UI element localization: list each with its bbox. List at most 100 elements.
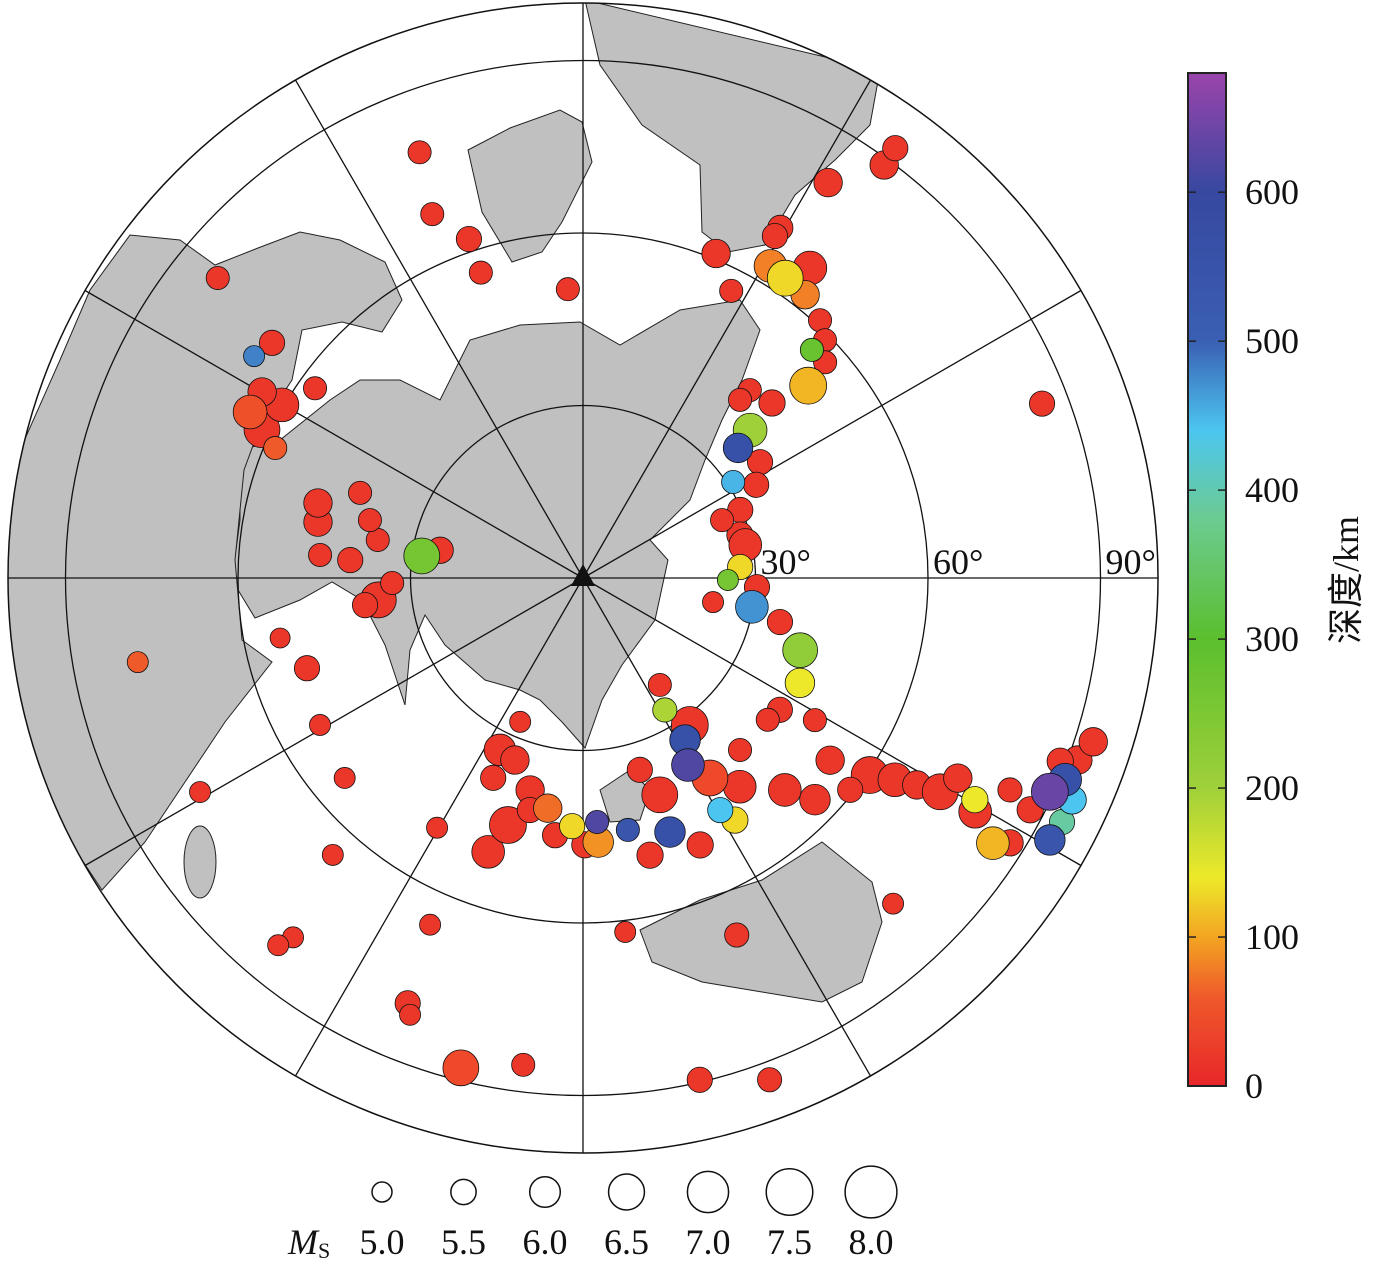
earthquake-event: [357, 508, 382, 533]
earthquake-event: [489, 806, 527, 844]
colorbar-tick-label: 200: [1245, 768, 1299, 808]
earthquake-event: [755, 707, 780, 732]
earthquake-event: [308, 543, 333, 567]
earthquake-event: [126, 651, 149, 674]
earthquake-event: [1078, 727, 1108, 757]
size-legend-circle: [686, 1170, 730, 1214]
distance-ring-label: 60°: [933, 542, 983, 582]
distance-ring-label: 90°: [1106, 542, 1156, 582]
azimuth-spoke: [582, 289, 1082, 579]
earthquake-event: [269, 627, 291, 649]
earthquake-event: [351, 592, 379, 619]
size-legend-value: 8.0: [849, 1222, 894, 1262]
earthquake-event: [348, 480, 373, 505]
earthquake-event: [1034, 824, 1066, 856]
colorbar-tick-label: 300: [1245, 619, 1299, 659]
size-legend-circle: [844, 1165, 898, 1219]
earthquake-event: [789, 366, 828, 405]
colorbar-tick-label: 500: [1245, 321, 1299, 361]
size-legend-circle: [371, 1181, 393, 1203]
azimuth-spoke: [582, 577, 1082, 867]
colorbar-gradient: [1187, 72, 1227, 1087]
size-legend-value: 6.5: [604, 1222, 649, 1262]
earthquake-event: [455, 225, 482, 253]
earthquake-event: [615, 817, 640, 842]
land-north-america: [584, 3, 881, 253]
earthquake-event: [735, 590, 769, 624]
colorbar-tick-label: 600: [1245, 172, 1299, 212]
earthquake-event: [403, 537, 441, 575]
earthquake-event: [500, 745, 530, 775]
earthquake-event: [758, 389, 786, 417]
earthquake-event: [799, 783, 831, 816]
earthquake-event: [722, 432, 754, 464]
earthquake-event: [997, 777, 1023, 803]
earthquake-event: [671, 748, 705, 782]
earthquake-event: [641, 776, 679, 814]
earthquake-event: [961, 786, 989, 814]
earthquake-event: [813, 168, 843, 198]
earthquake-event: [799, 337, 824, 362]
earthquake-event: [707, 797, 734, 824]
earthquake-event: [626, 756, 653, 783]
earthquake-event: [480, 764, 507, 791]
earthquake-event: [309, 714, 331, 736]
earthquake-event: [728, 737, 753, 762]
land-europe-africa: [8, 231, 403, 891]
earthquake-event: [1028, 390, 1056, 417]
earthquake-event: [636, 841, 664, 869]
size-legend-value: 7.0: [686, 1222, 731, 1262]
earthquake-event: [743, 471, 770, 498]
size-legend-circle: [765, 1168, 814, 1216]
earthquake-event: [702, 591, 724, 614]
azimuth-spoke: [294, 79, 584, 579]
earthquake-event: [442, 1049, 480, 1087]
grid: [8, 3, 1158, 1153]
earthquake-event: [652, 697, 678, 723]
earthquake-event: [337, 547, 364, 574]
colorbar-tick-label: 0: [1245, 1066, 1263, 1106]
earthquake-event: [654, 816, 686, 848]
earthquake-event: [716, 569, 739, 591]
earthquake-event: [407, 140, 432, 165]
size-legend-value: 5.0: [360, 1222, 405, 1262]
earthquake-event: [722, 769, 757, 804]
earthquake-event: [205, 266, 230, 290]
earthquake-event: [768, 773, 802, 807]
earthquake-event: [585, 809, 610, 834]
station-triangle-marker: [571, 564, 595, 586]
earthquake-event: [882, 892, 905, 915]
earthquake-event: [802, 708, 827, 733]
earthquake-event: [766, 608, 794, 636]
earthquake-event: [555, 277, 580, 302]
colorbar: 0 100 200 300 400 500 600 深度/km: [1187, 72, 1366, 1106]
size-legend-value: 6.0: [523, 1222, 568, 1262]
colorbar-tick-label: 100: [1245, 917, 1299, 957]
earthquake-event: [303, 376, 328, 401]
earthquake-event: [380, 571, 405, 595]
earthquake-event: [293, 655, 321, 682]
earthquake-event: [399, 1003, 421, 1026]
earthquake-event: [724, 922, 750, 948]
earthquake-event: [808, 308, 833, 333]
azimuth-spoke: [582, 79, 872, 579]
earthquake-event: [837, 776, 864, 803]
earthquake-event: [882, 135, 909, 162]
earthquake-event: [232, 394, 268, 430]
earthquake-event: [782, 632, 818, 669]
land-madagascar: [183, 825, 217, 899]
earthquake-event: [761, 222, 788, 250]
azimuth-spoke: [84, 289, 584, 579]
distance-ring-label: 30°: [761, 542, 811, 582]
earthquake-event: [766, 259, 804, 297]
colorbar-tick-label: 400: [1245, 470, 1299, 510]
events-layer: [126, 135, 1108, 1093]
earthquake-event: [189, 781, 211, 803]
earthquake-event: [511, 1052, 536, 1077]
size-legend-value: 5.5: [441, 1222, 486, 1262]
magnitude-size-legend: MS 5.0 5.5 6.0 6.5 7.0 7.5 8.0: [287, 1165, 898, 1263]
earthquake-event: [303, 488, 333, 518]
map-border: [7, 2, 1159, 1154]
